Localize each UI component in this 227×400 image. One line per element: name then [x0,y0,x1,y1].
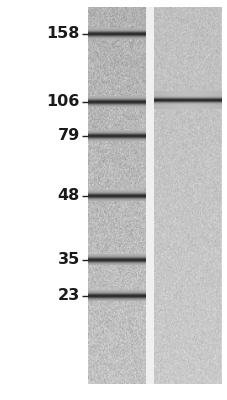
Bar [145,7,153,384]
Bar [153,7,220,384]
Text: 35: 35 [57,252,79,268]
Bar [87,7,145,384]
Text: 23: 23 [57,288,79,304]
Text: 79: 79 [57,128,79,144]
Text: 158: 158 [46,26,79,42]
Text: 48: 48 [57,188,79,204]
Text: 106: 106 [46,94,79,110]
